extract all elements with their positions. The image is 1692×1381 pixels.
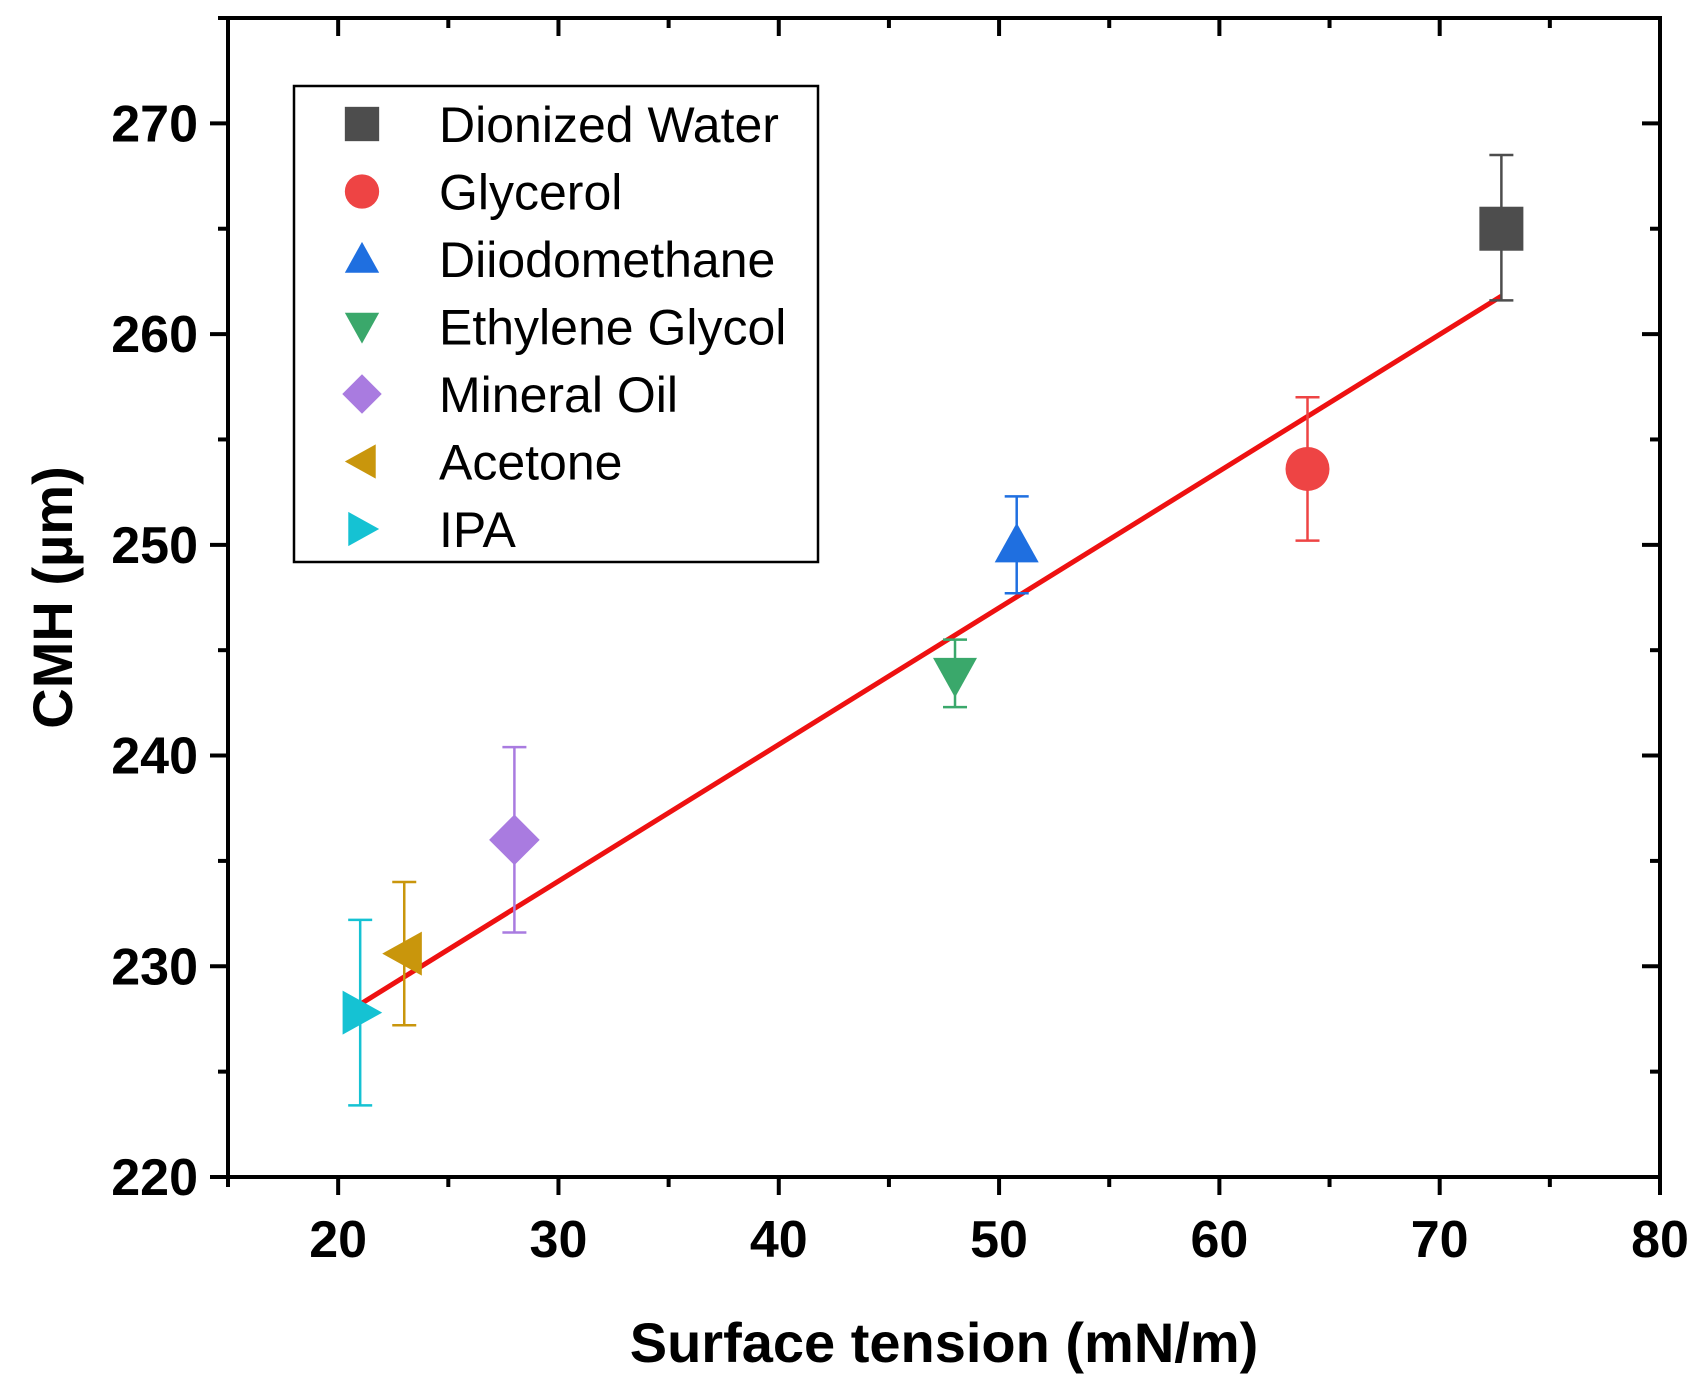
y-tick-label: 240 [111,728,198,786]
data-point [994,522,1039,563]
y-tick-label: 250 [111,517,198,575]
data-point [342,990,383,1035]
data-point [1285,446,1330,491]
y-tick-label: 270 [111,95,198,153]
legend-label: IPA [439,502,517,558]
y-tick-labels: 220 230 240 250 260 270 [111,95,198,1207]
data-point-group [382,880,422,1027]
legend-marker [344,106,380,142]
legend-label: Ethylene Glycol [439,300,786,356]
legend-marker [344,174,380,209]
x-tick-label: 60 [1190,1211,1248,1269]
data-point [382,931,422,976]
x-tick-label: 80 [1631,1211,1689,1269]
data-point [1479,206,1524,251]
x-axis-title: Surface tension (mN/m) [630,1311,1259,1374]
data-point-group [342,918,383,1107]
data-point [933,657,978,698]
legend-label: Mineral Oil [439,367,678,423]
legend-marker [344,312,380,344]
legend-item: Glycerol [344,165,622,221]
data-point-group [1479,153,1524,302]
y-tick-label: 260 [111,306,198,364]
data-point [489,814,540,866]
data-point-group [933,638,978,709]
legend-label: Acetone [439,435,622,491]
legend-item: Dionized Water [344,97,779,153]
x-tick-label: 40 [750,1211,808,1269]
x-tick-label: 70 [1411,1211,1469,1269]
x-tick-label: 20 [309,1211,367,1269]
data-points-layer [342,153,1524,1107]
legend-item: Diiodomethane [344,232,775,288]
legend-label: Diiodomethane [439,232,775,288]
data-point-group [994,495,1039,595]
x-tick-labels: 20 30 40 50 60 70 80 [309,1211,1689,1269]
legend: Dionized Water Glycerol Diiodomethane Ethyl… [292,84,820,564]
fit-line-layer [358,294,1503,1007]
legend-box [292,84,820,564]
data-point-group [1285,396,1330,542]
legend-item: Acetone [344,435,622,491]
y-tick-label: 230 [111,938,198,996]
x-tick-label: 30 [530,1211,588,1269]
y-axis-title: CMH (µm) [21,466,84,728]
data-point-group [489,745,540,934]
legend-marker [344,444,376,479]
legend-label: Dionized Water [439,97,779,153]
legend-item: IPA [348,502,517,558]
x-tick-label: 50 [970,1211,1028,1269]
legend-marker [342,374,382,414]
legend-marker [344,241,380,273]
legend-marker [348,511,380,547]
y-tick-label: 220 [111,1149,198,1207]
legend-label: Glycerol [439,165,622,221]
legend-item: Ethylene Glycol [344,300,786,356]
legend-item: Mineral Oil [342,367,678,423]
linear-fit-line [358,294,1503,1007]
plot-frame [226,16,1662,1179]
